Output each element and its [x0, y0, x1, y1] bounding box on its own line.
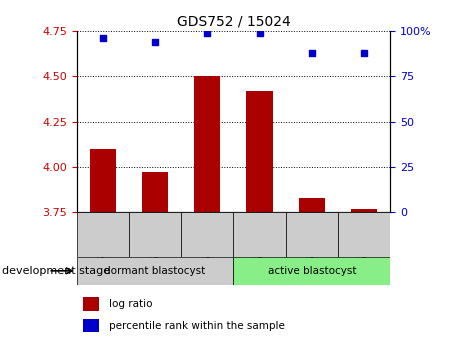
Text: active blastocyst: active blastocyst: [267, 266, 356, 276]
Bar: [129, 212, 181, 257]
Bar: [90, 149, 116, 212]
Point: [308, 50, 315, 56]
Text: dormant blastocyst: dormant blastocyst: [104, 266, 206, 276]
Bar: [83, 297, 99, 310]
Text: development stage: development stage: [2, 266, 110, 276]
Bar: [181, 212, 234, 257]
Point: [99, 36, 106, 41]
Point: [204, 30, 211, 36]
Bar: [77, 257, 233, 285]
Bar: [299, 198, 325, 212]
Bar: [194, 76, 221, 212]
Bar: [234, 212, 285, 257]
Point: [256, 30, 263, 36]
Bar: [351, 208, 377, 212]
Text: percentile rank within the sample: percentile rank within the sample: [109, 321, 285, 331]
Point: [152, 39, 159, 45]
Bar: [77, 212, 129, 257]
Title: GDS752 / 15024: GDS752 / 15024: [176, 14, 290, 29]
Point: [360, 50, 368, 56]
Bar: [83, 319, 99, 332]
Bar: [285, 212, 338, 257]
Text: log ratio: log ratio: [109, 299, 152, 309]
Bar: [246, 91, 272, 212]
Bar: [234, 257, 390, 285]
Bar: [338, 212, 390, 257]
Bar: [142, 172, 168, 212]
